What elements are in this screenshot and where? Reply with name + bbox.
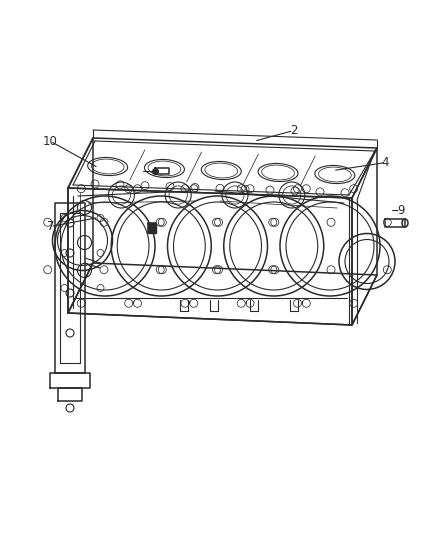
Text: 10: 10 bbox=[43, 135, 58, 148]
Text: 2: 2 bbox=[290, 124, 297, 137]
Polygon shape bbox=[148, 223, 156, 233]
Text: 4: 4 bbox=[381, 156, 389, 169]
Text: 7: 7 bbox=[46, 220, 54, 233]
Text: 9: 9 bbox=[397, 204, 405, 217]
